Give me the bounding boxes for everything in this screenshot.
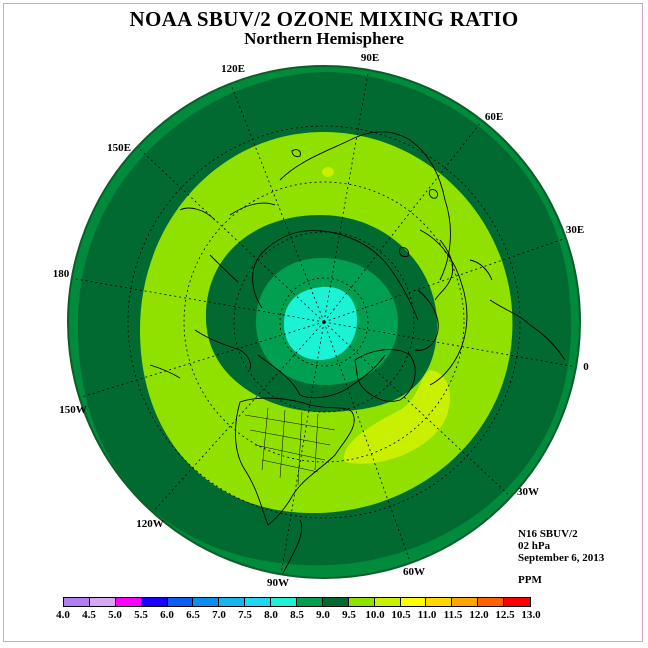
lon-label-150e: 150E — [107, 142, 131, 154]
map-subtitle: Northern Hemisphere — [244, 29, 404, 48]
longitude-labels: 90E 60E 30E 0 30W 60W 90W 120W 150W 180 … — [53, 52, 590, 589]
legend-tick-label: 9.0 — [316, 609, 330, 621]
info-units: PPM — [518, 574, 542, 586]
legend-tick-label: 8.0 — [264, 609, 278, 621]
legend-tick-label: 5.5 — [134, 609, 148, 621]
legend-tick-label: 13.0 — [521, 609, 541, 621]
legend-swatch — [452, 598, 479, 606]
legend-swatch — [400, 598, 427, 606]
legend-swatch — [426, 598, 453, 606]
legend-tick-label: 11.5 — [443, 609, 463, 621]
legend-swatch — [322, 598, 349, 606]
legend-swatch — [504, 598, 531, 606]
lon-label-60e: 60E — [485, 111, 503, 123]
coastlines — [149, 131, 566, 578]
plot-frame — [3, 3, 643, 642]
lon-label-150w: 150W — [59, 404, 87, 416]
legend-tick-label: 5.0 — [108, 609, 122, 621]
legend-tick-label: 9.5 — [342, 609, 356, 621]
legend-tick-label: 8.5 — [290, 609, 304, 621]
lon-label-30w: 30W — [517, 486, 539, 498]
legend-tick-label: 11.0 — [417, 609, 437, 621]
map-title: NOAA SBUV/2 OZONE MIXING RATIO — [129, 7, 519, 31]
lon-label-180: 180 — [53, 268, 70, 280]
legend-swatch — [219, 598, 246, 606]
zone-spot — [322, 167, 334, 177]
latitude-lines — [127, 125, 521, 519]
legend-tick-label: 12.5 — [495, 609, 515, 621]
legend-tick-label: 10.5 — [391, 609, 411, 621]
info-satellite: N16 SBUV/2 — [518, 528, 578, 540]
legend-swatch — [64, 598, 90, 606]
lon-label-120e: 120E — [221, 63, 245, 75]
legend-swatch — [271, 598, 298, 606]
legend-tick-label: 10.0 — [365, 609, 385, 621]
legend-tick-label: 4.0 — [56, 609, 70, 621]
meridian-lines — [69, 66, 580, 578]
legend-tick-label: 6.0 — [160, 609, 174, 621]
legend-swatch — [478, 598, 505, 606]
legend-swatch — [115, 598, 142, 606]
legend-swatch — [348, 598, 375, 606]
zone-pole — [283, 286, 358, 360]
info-date: September 6, 2013 — [518, 552, 605, 564]
legend-swatch — [89, 598, 116, 606]
lon-label-60w: 60W — [403, 566, 425, 578]
info-level: 02 hPa — [518, 540, 551, 552]
legend-tick-label: 7.0 — [212, 609, 226, 621]
legend-swatch — [374, 598, 401, 606]
legend-tick-label: 7.5 — [238, 609, 252, 621]
legend-swatch — [141, 598, 168, 606]
legend-swatch — [297, 598, 323, 606]
color-legend-bar — [63, 597, 531, 607]
legend-tick-label: 6.5 — [186, 609, 200, 621]
lon-label-0: 0 — [583, 361, 589, 373]
map-boundary — [67, 65, 581, 579]
legend-swatch — [193, 598, 220, 606]
legend-swatch — [167, 598, 194, 606]
legend-swatch — [245, 598, 272, 606]
lon-label-120w: 120W — [136, 518, 164, 530]
zone-yellowgreen — [344, 370, 451, 464]
state-borders — [244, 407, 336, 486]
lon-label-90w: 90W — [267, 577, 289, 589]
lon-label-30e: 30E — [566, 224, 584, 236]
legend-tick-label: 12.0 — [469, 609, 489, 621]
lon-label-90e: 90E — [361, 52, 379, 64]
legend-tick-label: 4.5 — [82, 609, 96, 621]
